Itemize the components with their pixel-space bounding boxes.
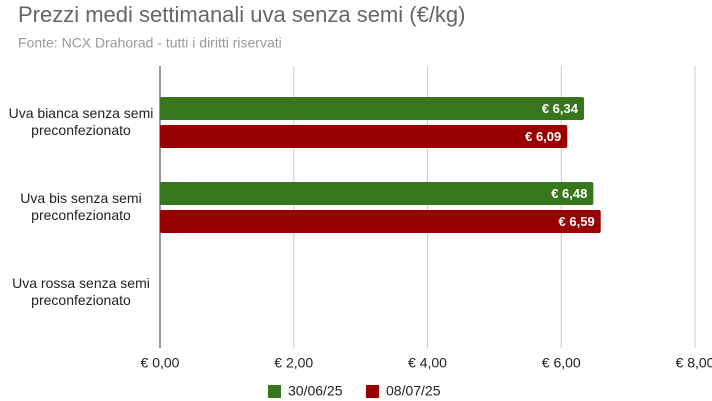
chart-title: Prezzi medi settimanali uva senza semi (… xyxy=(18,2,466,27)
value-label: € 6,34 xyxy=(542,101,579,116)
bar xyxy=(160,182,594,205)
x-tick-label: € 2,00 xyxy=(274,355,313,371)
legend-label: 08/07/25 xyxy=(386,383,441,399)
x-tick-label: € 6,00 xyxy=(542,355,581,371)
x-tick-label: € 0,00 xyxy=(141,355,180,371)
value-label: € 6,09 xyxy=(525,129,561,144)
bar xyxy=(160,125,568,148)
bar xyxy=(160,97,584,120)
x-tick-label: € 4,00 xyxy=(408,355,447,371)
value-label: € 6,59 xyxy=(559,214,595,229)
legend-swatch xyxy=(268,385,281,398)
chart-subtitle: Fonte: NCX Drahorad - tutti i diritti ri… xyxy=(18,35,282,51)
legend-swatch xyxy=(366,385,379,398)
y-tick-label: Uva rossa senza semi preconfezionato xyxy=(12,275,150,308)
value-label: € 6,48 xyxy=(551,186,587,201)
bar xyxy=(160,210,601,233)
legend-label: 30/06/25 xyxy=(288,383,343,399)
x-tick-label: € 8,00 xyxy=(676,355,712,371)
y-tick-label: Uva bianca senza semi preconfezionato xyxy=(8,105,154,138)
y-tick-label: Uva bis senza semi preconfezionato xyxy=(20,190,142,223)
